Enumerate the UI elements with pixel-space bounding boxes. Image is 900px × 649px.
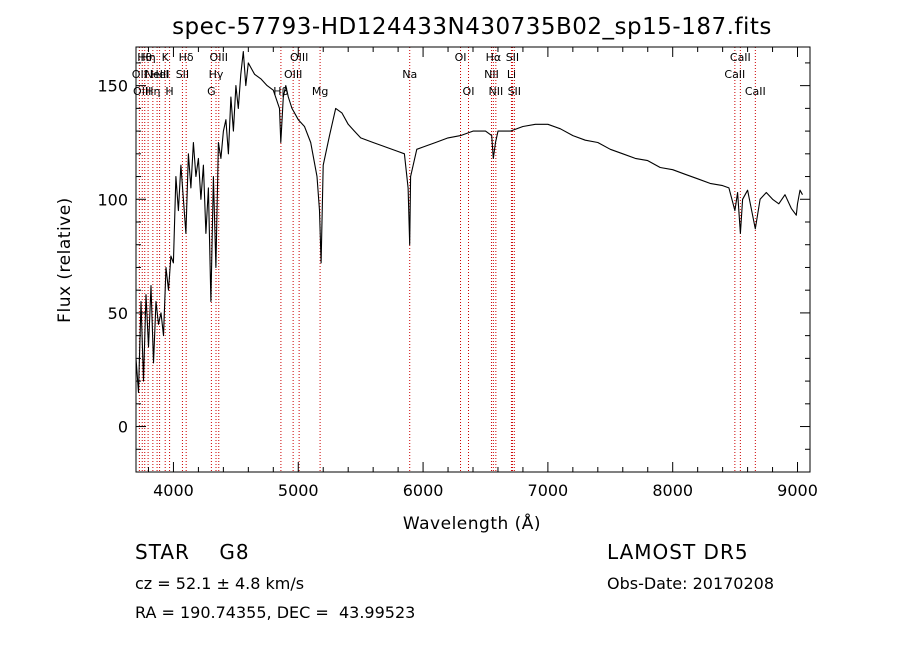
- redshift-velocity: cz = 52.1 ± 4.8 km/s: [135, 574, 305, 593]
- x-axis-label: Wavelength (Å): [403, 512, 541, 534]
- line-marker-label: Na: [402, 68, 417, 81]
- line-marker-labels: OIIOIIIHθHηHηNeIIIHeIKHSIIHδGHγOIIIHβOII…: [132, 51, 766, 98]
- line-marker-label: OI: [463, 85, 475, 98]
- line-marker-label: H: [165, 85, 173, 98]
- line-marker-label: OIII: [290, 51, 308, 64]
- y-tick-label: 100: [97, 190, 128, 209]
- line-marker-label: Li: [507, 68, 516, 81]
- y-tick-label: 50: [108, 304, 128, 323]
- line-marker-label: Mg: [312, 85, 328, 98]
- coordinates: RA = 190.74355, DEC = 43.99523: [135, 603, 416, 622]
- object-class: STAR G8: [135, 540, 250, 564]
- line-marker-label: SII: [508, 85, 521, 98]
- line-marker-label: SII: [506, 51, 519, 64]
- spectrum-series: [135, 50, 803, 394]
- x-tick-label: 9000: [777, 481, 818, 500]
- line-marker-label: HeI: [150, 68, 168, 81]
- y-tick-label: 0: [118, 418, 128, 437]
- line-marker-label: CaII: [730, 51, 751, 64]
- line-marker-label: OIII: [210, 51, 228, 64]
- line-marker-label: NII: [484, 68, 499, 81]
- plot-frame: [135, 46, 811, 473]
- line-marker-label: NeIII: [145, 68, 170, 81]
- line-marker-label: SII: [176, 68, 189, 81]
- spectrum-line: [135, 50, 803, 394]
- line-marker-label: Hη: [145, 85, 160, 98]
- line-marker-label: CaII: [724, 68, 745, 81]
- line-marker-label: Hη: [140, 51, 155, 64]
- survey-name: LAMOST DR5: [607, 540, 749, 564]
- line-marker-label: G: [207, 85, 216, 98]
- line-marker-label: OI: [455, 51, 467, 64]
- y-axis: 0 50 100 150: [97, 62, 810, 450]
- line-marker-label: Hα: [486, 51, 502, 64]
- line-marker-label: NII: [488, 85, 503, 98]
- line-markers: [138, 47, 756, 472]
- x-tick-label: 6000: [403, 481, 444, 500]
- y-axis-label: Flux (relative): [55, 197, 75, 323]
- line-marker-label: CaII: [745, 85, 766, 98]
- y-tick-label: 150: [97, 77, 128, 96]
- line-marker-label: K: [162, 51, 170, 64]
- line-marker-label: OIII: [284, 68, 302, 81]
- x-axis: 4000 5000 6000 7000 8000 9000: [147, 47, 818, 500]
- x-tick-label: 4000: [153, 481, 194, 500]
- x-tick-label: 5000: [278, 481, 319, 500]
- line-marker-label: Hγ: [209, 68, 224, 81]
- line-marker-label: OIII: [133, 85, 151, 98]
- x-tick-label: 8000: [652, 481, 693, 500]
- observation-date: Obs-Date: 20170208: [607, 574, 775, 593]
- line-marker-label: Hθ: [137, 51, 152, 64]
- x-tick-label: 7000: [528, 481, 569, 500]
- line-marker-label: Hδ: [179, 51, 194, 64]
- chart-title: spec-57793-HD124433N430735B02_sp15-187.f…: [172, 14, 772, 40]
